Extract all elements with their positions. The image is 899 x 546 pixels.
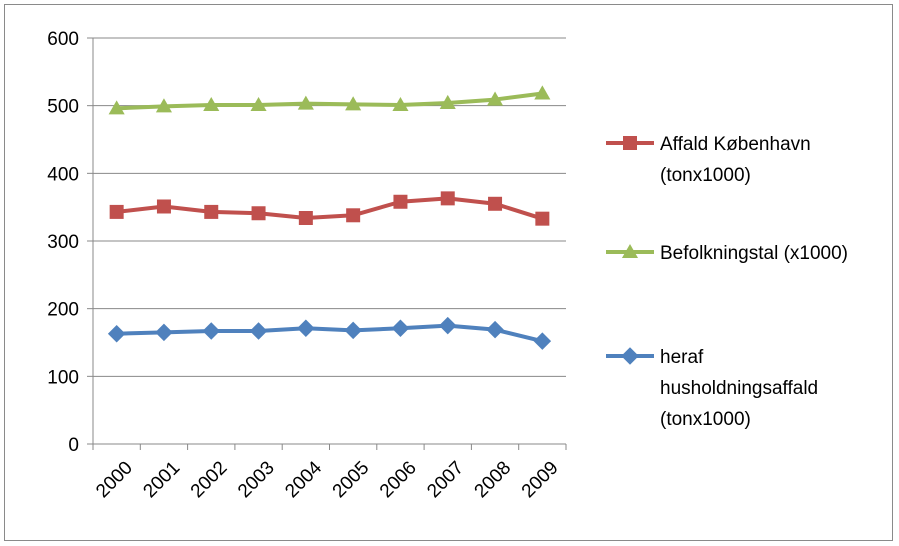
x-tick-label: 2007 <box>423 457 468 502</box>
y-axis-tick-labels: 0 100 200 300 400 500 600 <box>47 29 79 456</box>
data-point <box>535 211 550 226</box>
data-point <box>392 96 409 112</box>
data-point <box>391 319 410 338</box>
data-point <box>534 85 551 100</box>
data-point <box>204 204 219 219</box>
legend: Affald København (tonx1000) Befolkningstal… <box>606 134 848 430</box>
x-tick-label: 2000 <box>92 457 137 502</box>
legend-swatch-marker <box>623 136 637 150</box>
data-point <box>108 100 125 115</box>
x-tick-label: 2001 <box>139 457 184 502</box>
y-tick-label: 600 <box>47 29 79 50</box>
data-point <box>251 206 266 221</box>
x-axis-tick-labels: 2000 2001 2002 2003 2004 2005 2006 2007 2008 2009 <box>92 457 562 502</box>
data-point <box>249 322 268 340</box>
data-point <box>107 324 126 343</box>
x-tick-label: 2003 <box>234 457 279 502</box>
x-tick-label: 2004 <box>281 457 326 502</box>
x-tick-label: 2009 <box>518 457 563 502</box>
data-point <box>203 96 220 112</box>
series-1 <box>108 85 551 115</box>
data-point <box>202 322 220 340</box>
series-line <box>116 91 543 111</box>
axes <box>87 37 567 450</box>
legend-label: heraf <box>660 347 704 368</box>
data-point <box>155 98 172 113</box>
y-tick-label: 300 <box>47 232 79 253</box>
data-point <box>156 199 171 214</box>
data-point <box>488 196 503 211</box>
y-tick-label: 100 <box>47 367 79 388</box>
legend-swatch-marker <box>621 243 639 259</box>
data-point <box>533 332 552 350</box>
data-point <box>109 204 124 219</box>
data-series <box>107 85 552 350</box>
chart-frame <box>4 4 893 541</box>
legend-entry-0: Affald København (tonx1000) <box>606 134 811 186</box>
x-tick-label: 2008 <box>471 457 516 502</box>
data-point <box>297 319 315 338</box>
legend-entry-1: Befolkningstal (x1000) <box>606 243 848 264</box>
data-point <box>298 210 313 225</box>
legend-label: (tonx1000) <box>660 165 751 186</box>
data-point <box>487 91 504 106</box>
data-point <box>155 323 173 342</box>
data-point <box>393 194 408 209</box>
data-point <box>346 208 361 223</box>
y-tick-label: 200 <box>47 300 79 321</box>
x-tick-label: 2006 <box>376 457 421 502</box>
series-line <box>116 196 543 221</box>
data-point <box>439 316 457 335</box>
data-point <box>297 95 314 110</box>
legend-label: Affald København <box>660 134 811 155</box>
data-point <box>440 191 455 206</box>
legend-label: husholdningsaffald <box>660 378 818 399</box>
legend-label: (tonx1000) <box>660 409 751 430</box>
data-point <box>344 321 362 340</box>
data-point <box>345 96 362 111</box>
y-tick-label: 500 <box>47 97 79 118</box>
y-tick-label: 0 <box>68 435 79 456</box>
data-point <box>439 94 456 109</box>
data-point <box>250 96 267 112</box>
x-tick-label: 2005 <box>329 457 374 502</box>
series-2 <box>107 316 552 350</box>
data-point <box>486 320 504 339</box>
series-0 <box>109 191 550 226</box>
legend-entry-2: heraf husholdningsaffald (tonx1000) <box>606 347 818 430</box>
y-tick-label: 400 <box>47 164 79 185</box>
x-tick-label: 2002 <box>187 457 232 502</box>
legend-swatch-marker <box>621 347 639 365</box>
legend-label: Befolkningstal (x1000) <box>660 243 848 264</box>
series-line <box>116 323 543 344</box>
